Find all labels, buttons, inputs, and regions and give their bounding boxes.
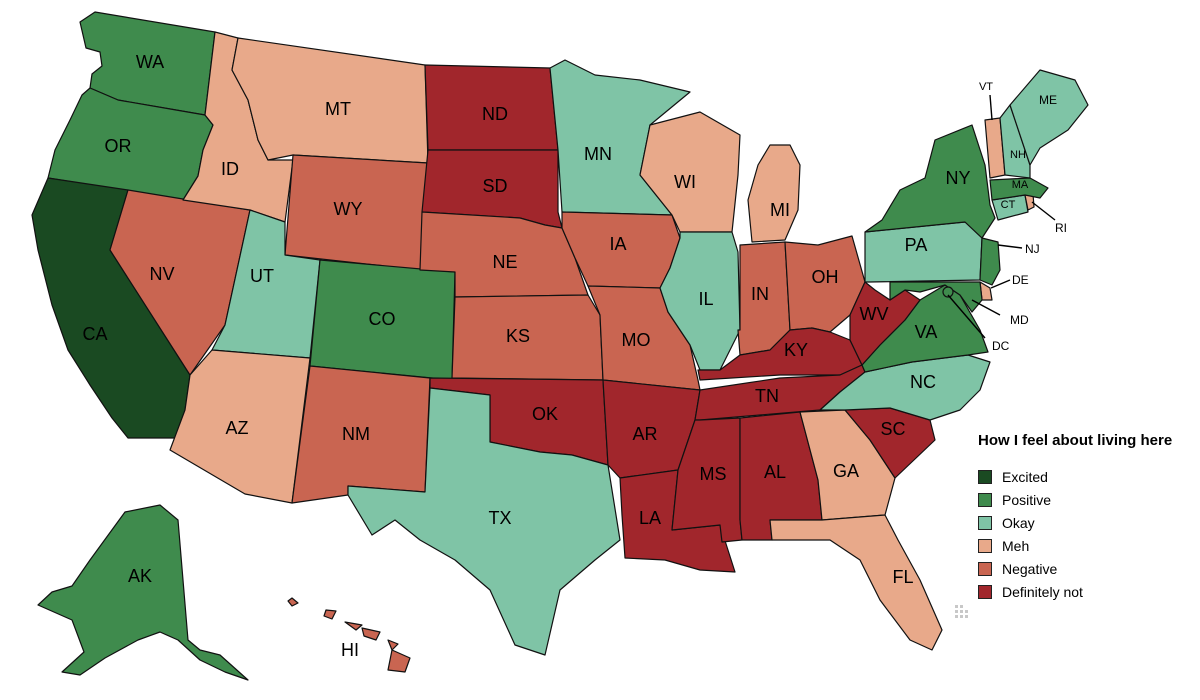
label-AR: AR bbox=[632, 424, 657, 444]
label-FL: FL bbox=[892, 567, 913, 587]
label-GA: GA bbox=[833, 461, 859, 481]
label-MA: MA bbox=[1012, 179, 1029, 191]
label-NM: NM bbox=[342, 424, 370, 444]
label-MT: MT bbox=[325, 99, 351, 119]
label-NJ: NJ bbox=[1025, 242, 1040, 256]
state-FL[interactable] bbox=[769, 514, 943, 651]
label-OR: OR bbox=[105, 136, 132, 156]
label-WI: WI bbox=[674, 172, 696, 192]
legend-swatch bbox=[978, 492, 992, 507]
legend-item-positive: Positive bbox=[978, 488, 1193, 511]
label-HI: HI bbox=[341, 640, 359, 660]
label-WA: WA bbox=[136, 52, 164, 72]
label-VA: VA bbox=[915, 322, 938, 342]
label-VT: VT bbox=[979, 81, 993, 93]
legend-swatch bbox=[978, 515, 992, 530]
label-OH: OH bbox=[812, 267, 839, 287]
label-LA: LA bbox=[639, 508, 661, 528]
label-AZ: AZ bbox=[225, 418, 248, 438]
label-OK: OK bbox=[532, 404, 558, 424]
label-DC: DC bbox=[992, 339, 1010, 353]
legend-label: Definitely not bbox=[1002, 583, 1083, 600]
state-NY[interactable] bbox=[864, 124, 996, 239]
legend-swatch bbox=[978, 584, 992, 599]
label-MD: MD bbox=[1010, 313, 1029, 327]
label-AK: AK bbox=[128, 566, 152, 586]
label-AL: AL bbox=[764, 462, 786, 482]
leader-lines bbox=[947, 94, 1056, 339]
legend-swatch bbox=[978, 538, 992, 553]
legend-item-excited: Excited bbox=[978, 465, 1193, 488]
state-AZ[interactable] bbox=[169, 349, 311, 504]
label-UT: UT bbox=[250, 266, 274, 286]
label-NY: NY bbox=[945, 168, 970, 188]
label-MN: MN bbox=[584, 144, 612, 164]
state-IL[interactable] bbox=[659, 231, 741, 371]
label-MO: MO bbox=[622, 330, 651, 350]
label-KS: KS bbox=[506, 326, 530, 346]
label-MI: MI bbox=[770, 200, 790, 220]
label-ND: ND bbox=[482, 104, 508, 124]
label-PA: PA bbox=[905, 235, 928, 255]
legend-label: Okay bbox=[1002, 514, 1035, 531]
legend-label: Negative bbox=[1002, 560, 1058, 577]
label-NE: NE bbox=[492, 252, 517, 272]
legend-item-meh: Meh bbox=[978, 534, 1193, 557]
label-NV: NV bbox=[149, 264, 174, 284]
state-TX[interactable] bbox=[347, 387, 621, 656]
state-NJ[interactable] bbox=[979, 237, 1001, 286]
legend-label: Positive bbox=[1002, 491, 1052, 508]
state-NE[interactable] bbox=[419, 211, 589, 298]
legend-label: Meh bbox=[1002, 537, 1030, 554]
label-SC: SC bbox=[880, 419, 905, 439]
map-dots-decoration bbox=[955, 605, 968, 618]
state-labels: WA OR CA NV ID MT WY UT CO AZ NM ND SD N… bbox=[82, 52, 1067, 660]
label-IA: IA bbox=[609, 234, 626, 254]
label-WV: WV bbox=[860, 304, 889, 324]
label-RI: RI bbox=[1055, 221, 1067, 235]
state-DC[interactable] bbox=[942, 286, 954, 298]
label-TX: TX bbox=[488, 508, 511, 528]
label-MS: MS bbox=[700, 464, 727, 484]
label-CO: CO bbox=[369, 309, 396, 329]
label-SD: SD bbox=[482, 176, 507, 196]
label-TN: TN bbox=[755, 386, 779, 406]
label-DE: DE bbox=[1012, 273, 1029, 287]
state-WV[interactable] bbox=[849, 281, 921, 366]
label-CA: CA bbox=[82, 324, 107, 344]
label-IL: IL bbox=[698, 289, 713, 309]
label-IN: IN bbox=[751, 284, 769, 304]
state-AK[interactable] bbox=[37, 504, 249, 681]
legend-title: How I feel about living here bbox=[978, 432, 1173, 449]
label-ID: ID bbox=[221, 159, 239, 179]
label-KY: KY bbox=[784, 340, 808, 360]
label-NC: NC bbox=[910, 372, 936, 392]
legend-item-okay: Okay bbox=[978, 511, 1193, 534]
legend-item-definitely-not: Definitely not bbox=[978, 580, 1193, 603]
label-WY: WY bbox=[334, 199, 363, 219]
legend-swatch bbox=[978, 469, 992, 484]
label-CT: CT bbox=[1001, 199, 1016, 211]
legend: How I feel about living here Excited Pos… bbox=[978, 432, 1193, 603]
label-NH: NH bbox=[1010, 149, 1026, 161]
legend-item-negative: Negative bbox=[978, 557, 1193, 580]
state-HI[interactable] bbox=[287, 597, 411, 673]
legend-swatch bbox=[978, 561, 992, 576]
state-NH[interactable] bbox=[999, 104, 1031, 179]
state-ME[interactable] bbox=[1009, 69, 1089, 166]
state-MI[interactable] bbox=[747, 144, 801, 243]
label-ME: ME bbox=[1039, 93, 1057, 107]
legend-label: Excited bbox=[1002, 468, 1048, 485]
